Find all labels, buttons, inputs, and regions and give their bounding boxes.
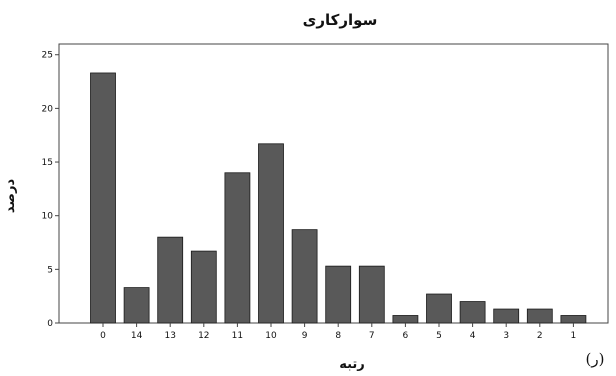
x-tick-label-4: 4 — [470, 331, 476, 341]
bar-6 — [392, 315, 419, 324]
x-tick-label-12: 12 — [198, 331, 209, 341]
x-tick-label-13: 13 — [164, 331, 175, 341]
bar-7 — [358, 265, 385, 324]
bar-14 — [123, 287, 150, 324]
x-tick-label-7: 7 — [369, 331, 375, 341]
bar-10 — [258, 143, 284, 324]
bar-8 — [325, 265, 352, 324]
bar-12 — [190, 250, 217, 324]
x-tick-label-14: 14 — [131, 331, 143, 341]
bar-1 — [560, 315, 587, 324]
x-tick-label-0: 0 — [100, 331, 106, 341]
x-tick-label-11: 11 — [232, 331, 243, 341]
bar-5 — [426, 293, 452, 324]
bar-13 — [157, 236, 184, 324]
bars — [90, 72, 587, 324]
panel-label: (ر) — [586, 350, 605, 368]
x-tick-label-1: 1 — [571, 331, 577, 341]
y-tick-label: 0 — [47, 319, 53, 329]
x-tick-label-10: 10 — [265, 331, 277, 341]
x-tick-label-2: 2 — [537, 331, 543, 341]
x-tick-label-3: 3 — [503, 331, 509, 341]
y-tick-label: 20 — [42, 104, 54, 114]
x-tick-label-8: 8 — [335, 331, 341, 341]
x-axis: 0 14 13 12 11 10 9 8 7 6 5 4 3 2 1 — [100, 323, 576, 341]
x-axis-label: رتبه — [339, 357, 365, 372]
y-tick-label: 5 — [47, 265, 53, 275]
bar-11 — [224, 172, 251, 324]
bar-4 — [459, 301, 486, 324]
x-tick-label-6: 6 — [403, 331, 409, 341]
bar-9 — [291, 229, 318, 324]
y-tick-label: 10 — [42, 212, 54, 222]
chart-title: سوارکاری — [303, 11, 378, 29]
x-tick-label-9: 9 — [302, 331, 308, 341]
y-tick-label: 15 — [42, 158, 53, 168]
y-axis-label: درصد — [3, 179, 18, 214]
y-tick-label: 25 — [42, 51, 53, 61]
bar-3 — [493, 308, 520, 324]
bar-2 — [526, 308, 553, 324]
y-axis: 0 5 10 15 20 25 — [42, 51, 59, 329]
bar-0 — [90, 72, 116, 324]
x-tick-label-5: 5 — [436, 331, 442, 341]
